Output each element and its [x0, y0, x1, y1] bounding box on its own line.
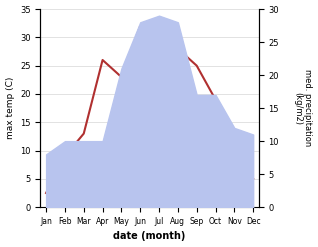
Y-axis label: med. precipitation
(kg/m2): med. precipitation (kg/m2)	[293, 69, 313, 147]
Y-axis label: max temp (C): max temp (C)	[5, 77, 15, 139]
X-axis label: date (month): date (month)	[114, 231, 186, 242]
